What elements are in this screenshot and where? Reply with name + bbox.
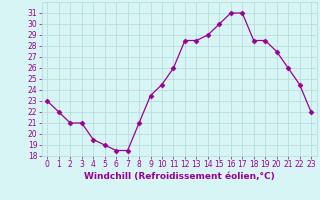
- X-axis label: Windchill (Refroidissement éolien,°C): Windchill (Refroidissement éolien,°C): [84, 172, 275, 181]
